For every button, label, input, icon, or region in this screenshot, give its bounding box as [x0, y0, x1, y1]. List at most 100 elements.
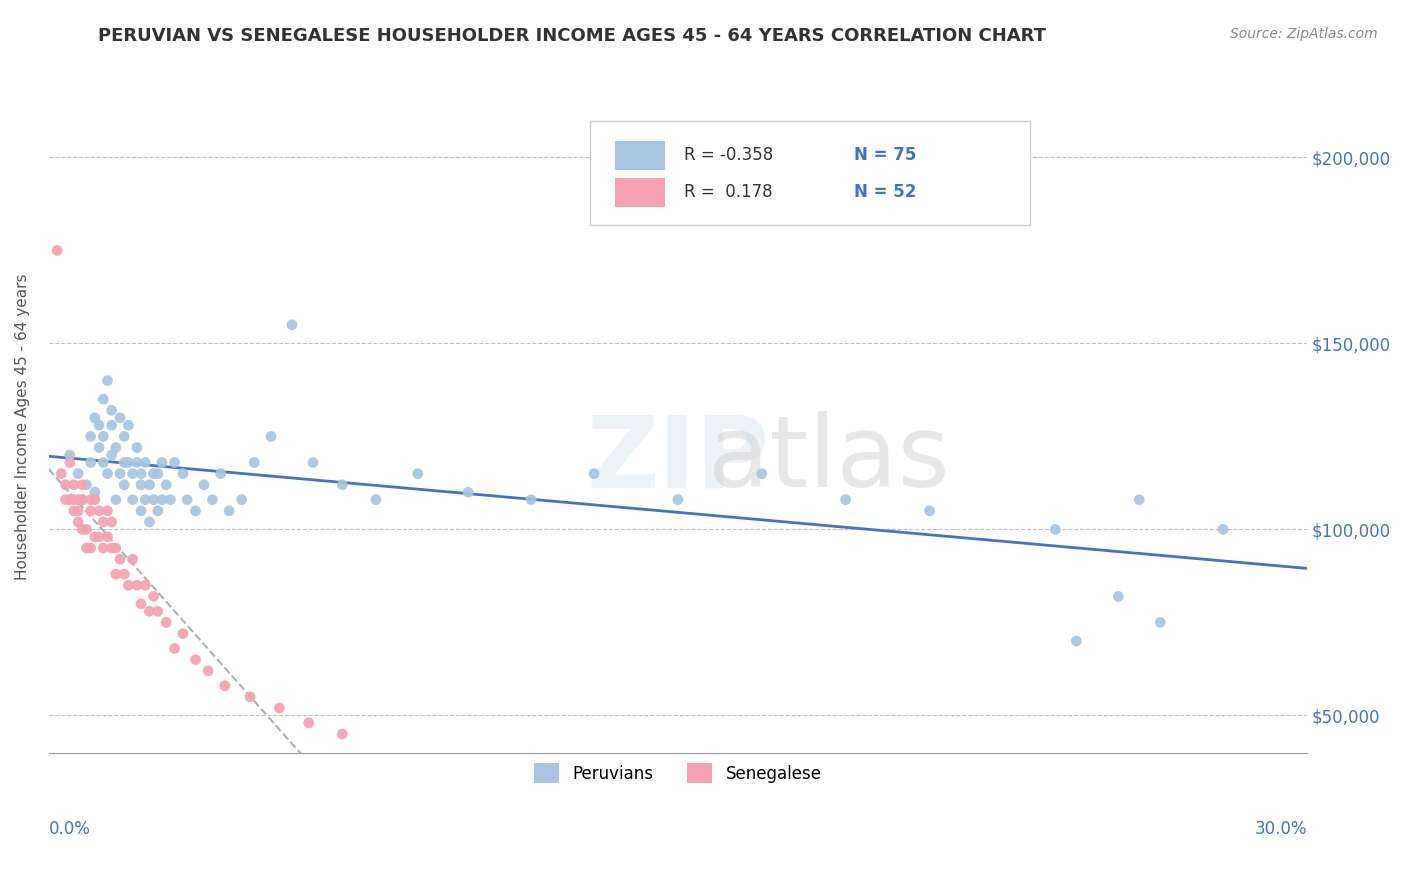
Point — [142, 492, 165, 507]
Point — [214, 679, 236, 693]
Point — [201, 492, 224, 507]
Point — [218, 504, 240, 518]
Point — [129, 477, 152, 491]
Point — [172, 467, 194, 481]
Point — [59, 492, 82, 507]
Point — [83, 485, 105, 500]
Point — [918, 504, 941, 518]
Point — [83, 410, 105, 425]
Point — [457, 485, 479, 500]
Point — [197, 664, 219, 678]
Text: N = 75: N = 75 — [853, 146, 917, 164]
Point — [134, 578, 156, 592]
Point — [59, 448, 82, 462]
Point — [1212, 523, 1234, 537]
Point — [142, 467, 165, 481]
Point — [125, 578, 148, 592]
Text: 0.0%: 0.0% — [49, 820, 90, 838]
Point — [51, 467, 73, 481]
FancyBboxPatch shape — [589, 121, 1031, 226]
Point — [96, 374, 118, 388]
Point — [76, 477, 98, 491]
Point — [243, 455, 266, 469]
Text: R = -0.358: R = -0.358 — [685, 146, 773, 164]
Point — [172, 626, 194, 640]
Point — [146, 504, 169, 518]
Point — [129, 504, 152, 518]
Point — [72, 477, 94, 491]
Point — [121, 467, 143, 481]
Point — [117, 455, 139, 469]
Point — [87, 441, 110, 455]
Point — [751, 467, 773, 481]
Point — [129, 597, 152, 611]
Point — [193, 477, 215, 491]
Point — [46, 244, 69, 258]
Text: N = 52: N = 52 — [853, 183, 917, 201]
Point — [63, 492, 86, 507]
Text: 30.0%: 30.0% — [1254, 820, 1308, 838]
Point — [67, 492, 90, 507]
Y-axis label: Householder Income Ages 45 - 64 years: Householder Income Ages 45 - 64 years — [15, 274, 30, 581]
Point — [239, 690, 262, 704]
Point — [80, 541, 103, 555]
Point — [87, 418, 110, 433]
Point — [112, 429, 135, 443]
Point — [67, 515, 90, 529]
Point — [1045, 523, 1067, 537]
Point — [91, 515, 114, 529]
Point — [112, 477, 135, 491]
Point — [104, 441, 127, 455]
Point — [91, 541, 114, 555]
Text: Source: ZipAtlas.com: Source: ZipAtlas.com — [1230, 27, 1378, 41]
Point — [364, 492, 387, 507]
Point — [112, 455, 135, 469]
Point — [406, 467, 429, 481]
Point — [666, 492, 689, 507]
Point — [108, 552, 131, 566]
Point — [80, 492, 103, 507]
Point — [125, 441, 148, 455]
Text: R =  0.178: R = 0.178 — [685, 183, 773, 201]
Point — [83, 530, 105, 544]
Point — [121, 552, 143, 566]
Point — [330, 727, 353, 741]
Point — [150, 492, 173, 507]
Point — [163, 641, 186, 656]
Point — [121, 492, 143, 507]
Point — [134, 492, 156, 507]
Point — [80, 429, 103, 443]
Point — [155, 615, 177, 630]
Point — [100, 418, 122, 433]
Point — [520, 492, 543, 507]
Point — [96, 504, 118, 518]
Point — [138, 604, 160, 618]
Point — [80, 455, 103, 469]
Point — [63, 504, 86, 518]
Bar — [614, 178, 665, 207]
Point — [209, 467, 232, 481]
Point — [330, 477, 353, 491]
Point — [112, 567, 135, 582]
Point — [67, 467, 90, 481]
Point — [72, 492, 94, 507]
Point — [260, 429, 283, 443]
Point — [91, 392, 114, 407]
Point — [87, 504, 110, 518]
Point — [72, 492, 94, 507]
Point — [163, 455, 186, 469]
Point — [138, 515, 160, 529]
Point — [100, 403, 122, 417]
Point — [231, 492, 253, 507]
Point — [146, 467, 169, 481]
Point — [96, 530, 118, 544]
Point — [76, 541, 98, 555]
Point — [100, 448, 122, 462]
Point — [104, 541, 127, 555]
Point — [91, 429, 114, 443]
Point — [87, 530, 110, 544]
Point — [582, 467, 605, 481]
Legend: Peruvians, Senegalese: Peruvians, Senegalese — [527, 756, 828, 790]
Point — [80, 504, 103, 518]
Point — [1149, 615, 1171, 630]
